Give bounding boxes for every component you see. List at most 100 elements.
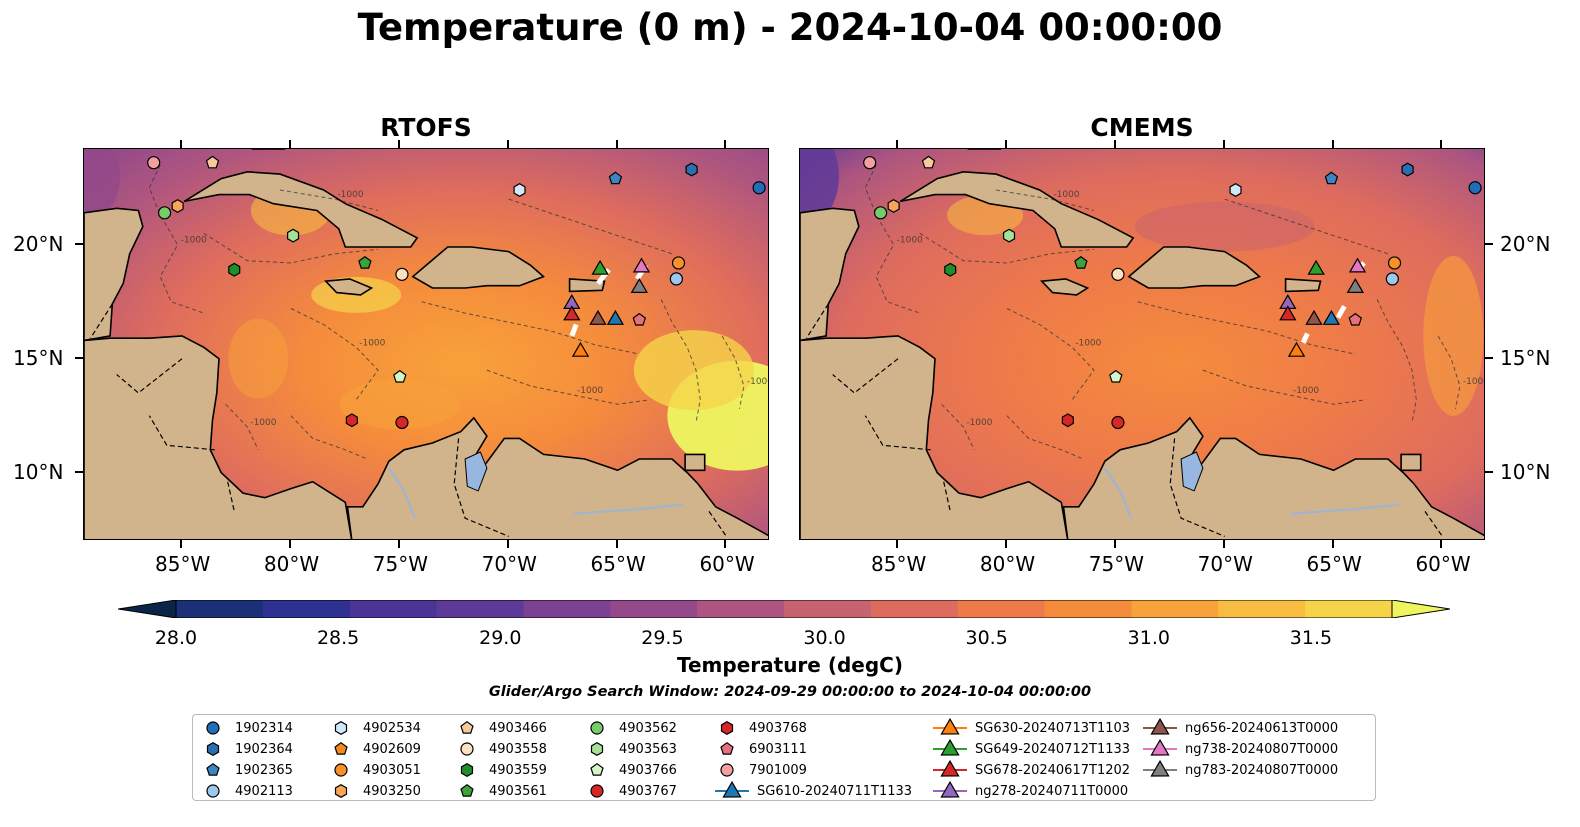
lon-tick-label: 75°W xyxy=(1088,552,1144,576)
lon-tick-mark xyxy=(896,140,898,148)
legend-float-marker-icon xyxy=(720,721,734,735)
legend-label: 6903111 xyxy=(749,741,807,757)
contour-label: -1000 xyxy=(577,386,603,396)
legend-label: 4903766 xyxy=(619,762,677,778)
glider-ng783-20240807T0000 xyxy=(630,278,649,293)
legend-marker xyxy=(334,721,348,735)
legend-item: 4903559 xyxy=(455,760,547,780)
legend-label: 4903561 xyxy=(489,783,547,799)
lon-tick-mark xyxy=(1004,140,1007,148)
land-hispaniola xyxy=(411,246,546,289)
colorbar-tick-label: 31.0 xyxy=(1127,627,1170,649)
lon-tick-mark xyxy=(1113,140,1116,148)
lon-tick-mark xyxy=(896,540,898,548)
argo-float-4903466 xyxy=(921,155,936,169)
temperature-colorbar xyxy=(118,600,1450,618)
land-puertoRico xyxy=(568,278,606,293)
glider-SG678-20240617T1202 xyxy=(1279,305,1297,321)
legend-label: SG630-20240713T1103 xyxy=(975,720,1131,736)
legend-label: 1902314 xyxy=(235,720,293,736)
lon-tick-label: 85°W xyxy=(871,552,927,576)
legend-glider-marker-icon xyxy=(1143,760,1177,777)
legend-label: ng783-20240807T0000 xyxy=(1185,762,1339,778)
glider-SG678-20240617T1202 xyxy=(563,305,581,321)
argo-float-4903051 xyxy=(1387,256,1402,270)
legend-marker xyxy=(1150,739,1170,756)
lon-tick-mark xyxy=(288,540,291,548)
legend-glider-marker-icon xyxy=(715,781,749,798)
legend-label: ng656-20240613T0000 xyxy=(1185,720,1339,736)
lon-tick-label: 85°W xyxy=(155,552,211,576)
contour-label: -1000 xyxy=(897,236,923,246)
cmems-map-panel: -1000 -1000 -1000 -1000 -1000 -1000 xyxy=(799,148,1485,540)
legend-label: 4903558 xyxy=(489,741,547,757)
legend-float-marker-icon xyxy=(590,721,604,735)
lon-tick-label: 70°W xyxy=(1197,552,1253,576)
lon-tick-mark xyxy=(1331,140,1334,148)
contour-label: -1000 xyxy=(359,338,385,348)
argo-float-7901009 xyxy=(863,156,877,170)
legend-label: 7901009 xyxy=(749,762,807,778)
legend-glider-marker-icon xyxy=(933,760,967,777)
glider-SG610-20240711T1133 xyxy=(606,309,625,325)
legend-marker xyxy=(720,763,734,777)
contour-label: -1000 xyxy=(181,236,207,246)
legend-marker xyxy=(206,762,220,776)
legend-label: 1902364 xyxy=(235,741,293,757)
legend-marker xyxy=(590,762,604,776)
legend-label: 4902113 xyxy=(235,783,293,799)
lat-tick-label-left: 10°N xyxy=(13,459,64,484)
argo-float-4903766 xyxy=(393,369,407,383)
lat-tick-mark xyxy=(1485,356,1493,359)
lon-tick-mark xyxy=(180,540,182,548)
land-centralAmerica xyxy=(800,335,1069,539)
legend-item: SG678-20240617T1202 xyxy=(933,760,1130,780)
lat-tick-label-right: 10°N xyxy=(1500,459,1551,484)
legend-item: ng278-20240711T0000 xyxy=(933,781,1128,801)
colorbar-tick-label: 29.5 xyxy=(641,627,684,649)
legend-float-marker-icon xyxy=(206,762,220,776)
legend-marker xyxy=(722,781,742,798)
legend-item: 4902609 xyxy=(329,739,421,759)
legend-label: 4903563 xyxy=(619,741,677,757)
legend-item: SG630-20240713T1103 xyxy=(933,718,1130,738)
lon-tick-label: 75°W xyxy=(372,552,428,576)
lat-tick-label-left: 15°N xyxy=(13,345,64,370)
glider-ng783-20240807T0000 xyxy=(1346,278,1365,293)
lon-tick-mark xyxy=(397,540,400,548)
legend-float-marker-icon xyxy=(206,784,220,798)
legend-float-marker-icon xyxy=(460,720,474,734)
legend-float-marker-icon xyxy=(334,741,348,755)
legend-item: 1902364 xyxy=(201,739,293,759)
legend-float-marker-icon xyxy=(460,783,474,797)
argo-float-4903767 xyxy=(395,415,409,430)
figure-title: Temperature (0 m) - 2024-10-04 00:00:00 xyxy=(357,6,1223,49)
lon-tick-mark xyxy=(506,140,509,148)
glider-SG649-20240712T1133 xyxy=(1307,259,1325,275)
legend-marker xyxy=(940,760,960,777)
argo-float-4902113 xyxy=(669,272,683,286)
glider-ng656-20240613T0000 xyxy=(589,309,607,325)
legend-glider-marker-icon xyxy=(933,718,967,735)
legend-item: ng783-20240807T0000 xyxy=(1143,760,1338,780)
colorbar-label: Temperature (degC) xyxy=(677,653,903,677)
contour-label: -1000 xyxy=(250,418,276,428)
land-trinidad xyxy=(1400,453,1422,472)
contour-label: -1000 xyxy=(1293,386,1319,396)
legend-float-marker-icon xyxy=(460,763,474,777)
lon-tick-mark xyxy=(180,140,182,148)
glider-SG630-20240713T1103 xyxy=(1287,341,1306,357)
legend-marker xyxy=(940,718,960,735)
panel-title-rtofs: RTOFS xyxy=(380,113,472,142)
colorbar-tick-label: 28.5 xyxy=(316,627,360,649)
lon-tick-mark xyxy=(1004,540,1007,548)
lat-tick-label-right: 15°N xyxy=(1500,345,1551,370)
argo-float-4903562 xyxy=(873,206,888,220)
lat-tick-mark xyxy=(1485,242,1493,245)
argo-float-4903561 xyxy=(1074,255,1088,269)
contour-label: -1000 xyxy=(1053,190,1079,200)
legend-glider-marker-icon xyxy=(933,781,967,798)
legend-item: 4903561 xyxy=(455,781,547,801)
lon-tick-mark xyxy=(397,140,400,148)
argo-float-4903051 xyxy=(671,256,686,270)
